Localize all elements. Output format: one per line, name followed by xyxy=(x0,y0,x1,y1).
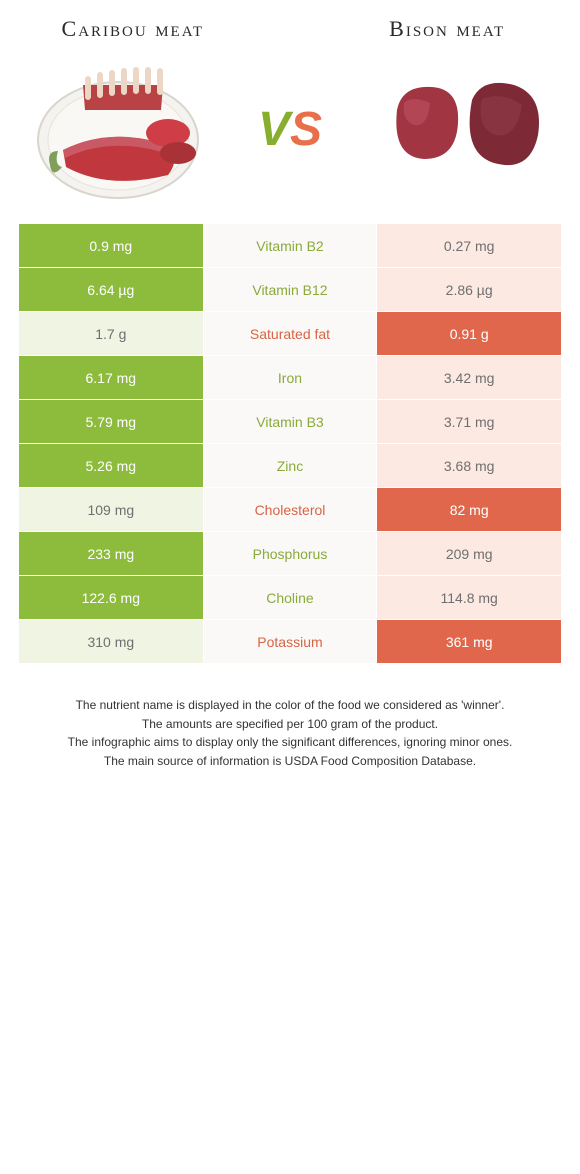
footer: The nutrient name is displayed in the co… xyxy=(18,664,562,780)
footer-line-4: The main source of information is USDA F… xyxy=(34,752,546,771)
nutrient-name: Zinc xyxy=(203,444,377,488)
right-value: 82 mg xyxy=(377,488,562,532)
vs-s: S xyxy=(290,103,322,156)
vs-v: V xyxy=(258,103,290,156)
right-title-col: Bison meat xyxy=(342,16,552,41)
table-row: 1.7 gSaturated fat0.91 g xyxy=(19,312,562,356)
left-value: 5.79 mg xyxy=(19,400,204,444)
left-value: 310 mg xyxy=(19,620,204,664)
bison-meat-image xyxy=(372,55,552,205)
right-value: 3.42 mg xyxy=(377,356,562,400)
nutrient-name: Vitamin B12 xyxy=(203,268,377,312)
table-row: 233 mgPhosphorus209 mg xyxy=(19,532,562,576)
left-value: 233 mg xyxy=(19,532,204,576)
right-value: 3.71 mg xyxy=(377,400,562,444)
right-title: Bison meat xyxy=(389,16,505,41)
right-value: 209 mg xyxy=(377,532,562,576)
nutrient-name: Vitamin B3 xyxy=(203,400,377,444)
left-title: Caribou meat xyxy=(62,16,205,41)
table-row: 5.79 mgVitamin B33.71 mg xyxy=(19,400,562,444)
left-value: 6.17 mg xyxy=(19,356,204,400)
table-row: 122.6 mgCholine114.8 mg xyxy=(19,576,562,620)
nutrient-table: 0.9 mgVitamin B20.27 mg6.64 µgVitamin B1… xyxy=(18,223,562,664)
table-row: 6.17 mgIron3.42 mg xyxy=(19,356,562,400)
footer-line-2: The amounts are specified per 100 gram o… xyxy=(34,715,546,734)
left-value: 5.26 mg xyxy=(19,444,204,488)
nutrient-name: Vitamin B2 xyxy=(203,224,377,268)
images-row: VS xyxy=(18,51,562,223)
right-value: 114.8 mg xyxy=(377,576,562,620)
caribou-meat-image xyxy=(28,55,208,205)
right-value: 2.86 µg xyxy=(377,268,562,312)
table-row: 109 mgCholesterol82 mg xyxy=(19,488,562,532)
right-value: 0.27 mg xyxy=(377,224,562,268)
table-row: 5.26 mgZinc3.68 mg xyxy=(19,444,562,488)
left-value: 6.64 µg xyxy=(19,268,204,312)
table-row: 6.64 µgVitamin B122.86 µg xyxy=(19,268,562,312)
nutrient-name: Potassium xyxy=(203,620,377,664)
left-title-col: Caribou meat xyxy=(28,16,238,41)
table-row: 0.9 mgVitamin B20.27 mg xyxy=(19,224,562,268)
footer-line-1: The nutrient name is displayed in the co… xyxy=(34,696,546,715)
left-value: 109 mg xyxy=(19,488,204,532)
nutrient-name: Iron xyxy=(203,356,377,400)
left-value: 1.7 g xyxy=(19,312,204,356)
nutrient-name: Saturated fat xyxy=(203,312,377,356)
left-value: 122.6 mg xyxy=(19,576,204,620)
nutrient-name: Choline xyxy=(203,576,377,620)
right-value: 361 mg xyxy=(377,620,562,664)
right-value: 0.91 g xyxy=(377,312,562,356)
header: Caribou meat Bison meat xyxy=(18,12,562,51)
right-value: 3.68 mg xyxy=(377,444,562,488)
footer-line-3: The infographic aims to display only the… xyxy=(34,733,546,752)
table-row: 310 mgPotassium361 mg xyxy=(19,620,562,664)
vs-label: VS xyxy=(258,106,322,154)
left-value: 0.9 mg xyxy=(19,224,204,268)
nutrient-name: Cholesterol xyxy=(203,488,377,532)
nutrient-name: Phosphorus xyxy=(203,532,377,576)
